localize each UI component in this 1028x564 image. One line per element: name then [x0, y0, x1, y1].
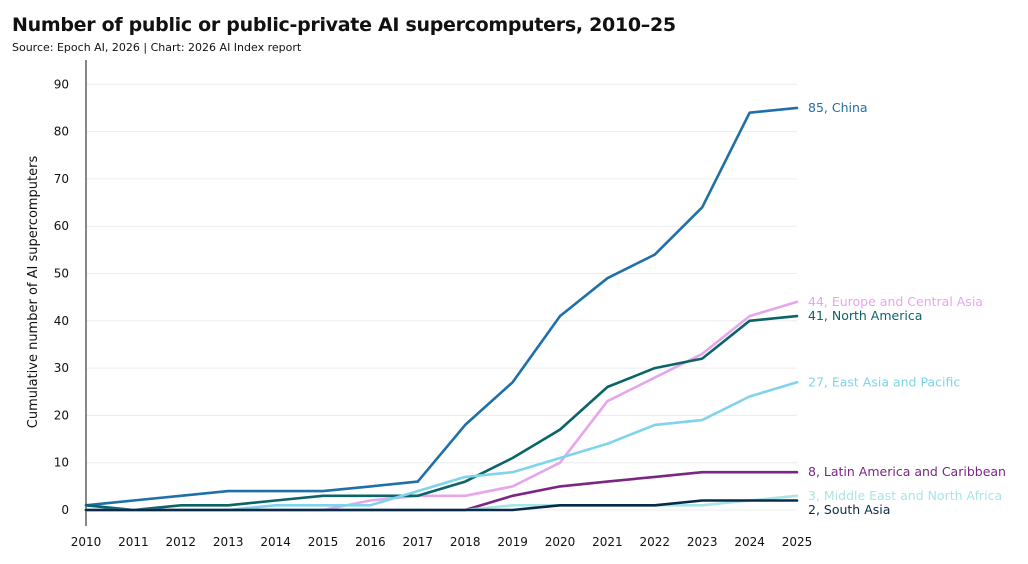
- series-line: [84, 380, 799, 512]
- y-tick-label: 60: [54, 219, 69, 233]
- x-tick-label: 2023: [687, 535, 718, 549]
- x-tick-label: 2015: [308, 535, 339, 549]
- x-tick-label: 2016: [355, 535, 386, 549]
- series-end-label: 44, Europe and Central Asia: [808, 294, 983, 309]
- series-end-label: 8, Latin America and Caribbean: [808, 464, 1006, 479]
- y-tick-label: 30: [54, 361, 69, 375]
- series-end-label: 85, China: [808, 100, 868, 115]
- x-tick-label: 2014: [260, 535, 291, 549]
- x-tick-label: 2022: [640, 535, 671, 549]
- series-line: [84, 499, 799, 512]
- gridlines: [86, 83, 797, 511]
- series-line: [84, 300, 799, 512]
- chart-subtitle: Source: Epoch AI, 2026 | Chart: 2026 AI …: [12, 41, 302, 54]
- x-tick-label: 2017: [403, 535, 434, 549]
- x-tick-label: 2013: [213, 535, 244, 549]
- y-tick-label: 20: [54, 408, 69, 422]
- chart-title: Number of public or public-private AI su…: [12, 14, 676, 36]
- x-tick-label: 2019: [497, 535, 528, 549]
- x-tick-label: 2020: [545, 535, 576, 549]
- series-end-label: 2, South Asia: [808, 502, 890, 517]
- x-tick-label: 2021: [592, 535, 623, 549]
- series-lines: [84, 106, 799, 512]
- y-tick-label: 50: [54, 267, 69, 281]
- series-end-labels: 85, China 44, Europe and Central Asia41, …: [808, 100, 1006, 517]
- y-tick-label: 90: [54, 77, 69, 91]
- y-axis-title: Cumulative number of AI supercomputers: [26, 156, 41, 429]
- x-tick-label: 2010: [71, 535, 102, 549]
- x-tick-label: 2011: [118, 535, 149, 549]
- x-tick-label: 2012: [166, 535, 197, 549]
- y-tick-label: 0: [61, 503, 69, 517]
- series-end-label: 41, North America: [808, 308, 922, 323]
- x-tick-label: 2018: [450, 535, 481, 549]
- y-tick-label: 80: [54, 125, 69, 139]
- axes: 0 10 20 30 40 50 60 70 80 90 2010 2011 2012 2013 2014 2…: [26, 60, 812, 549]
- x-tick-label: 2025: [782, 535, 813, 549]
- series-line: [84, 106, 799, 507]
- y-tick-label: 40: [54, 314, 69, 328]
- x-tick-label: 2024: [734, 535, 765, 549]
- series-end-label: 27, East Asia and Pacific: [808, 374, 960, 389]
- y-tick-label: 10: [54, 456, 69, 470]
- series-line: [84, 314, 799, 512]
- series-end-label: 3, Middle East and North Africa: [808, 488, 1002, 503]
- y-tick-label: 70: [54, 172, 69, 186]
